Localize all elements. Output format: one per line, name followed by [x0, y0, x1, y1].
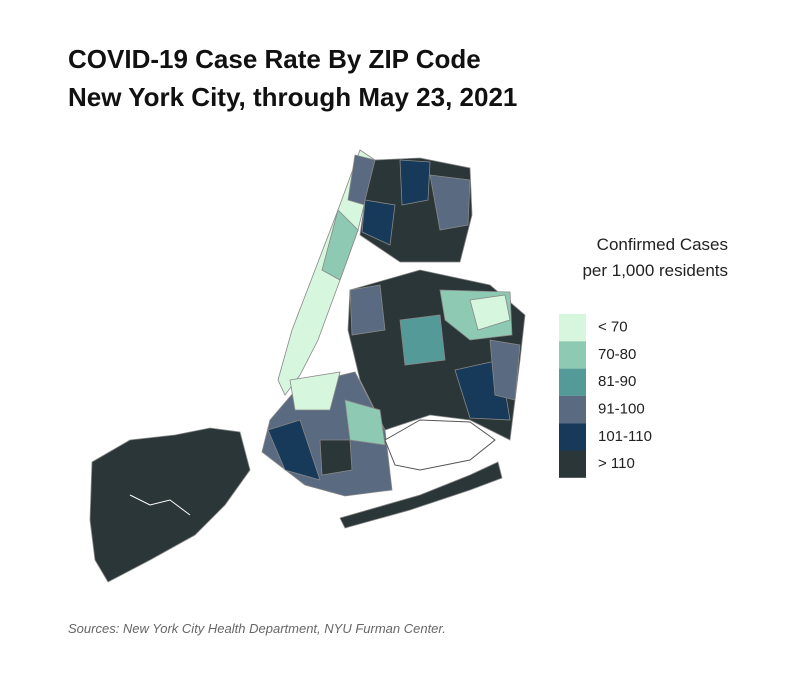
bay — [384, 419, 496, 471]
zone — [267, 419, 321, 481]
legend-label: > 110 — [598, 455, 635, 472]
legend-swatch — [559, 423, 586, 451]
legend-label: 70-80 — [598, 346, 636, 363]
legend-title: Confirmed Cases — [597, 235, 728, 254]
legend-swatch — [559, 341, 586, 369]
zone — [469, 294, 511, 331]
zone — [344, 399, 386, 446]
zone — [429, 174, 471, 231]
source: Sources: New York City Health Department… — [68, 621, 446, 636]
legend-label: 101-110 — [598, 428, 652, 445]
title-line: COVID-19 Case Rate By ZIP Code — [68, 44, 481, 74]
zone — [361, 199, 396, 246]
legend-swatch — [559, 450, 586, 478]
zone — [399, 159, 431, 206]
legend-title: per 1,000 residents — [582, 261, 728, 280]
zone — [289, 371, 341, 411]
legend-label: 91-100 — [598, 401, 645, 418]
title-line: New York City, through May 23, 2021 — [68, 82, 517, 112]
legend-label: < 70 — [598, 319, 628, 336]
zone — [489, 339, 521, 401]
legend-swatch — [559, 395, 586, 424]
legend: Confirmed Cases per 1,000 residents < 70… — [559, 235, 728, 478]
legend-label: 81-90 — [598, 373, 636, 390]
zone — [319, 439, 353, 476]
borough-rockaways — [339, 461, 503, 529]
borough-staten-island — [89, 427, 251, 583]
zone — [349, 284, 386, 336]
zone — [399, 314, 446, 366]
border — [129, 494, 191, 516]
zone — [321, 209, 359, 281]
map — [89, 149, 526, 583]
legend-swatch — [559, 314, 586, 342]
legend-swatch — [559, 368, 586, 396]
